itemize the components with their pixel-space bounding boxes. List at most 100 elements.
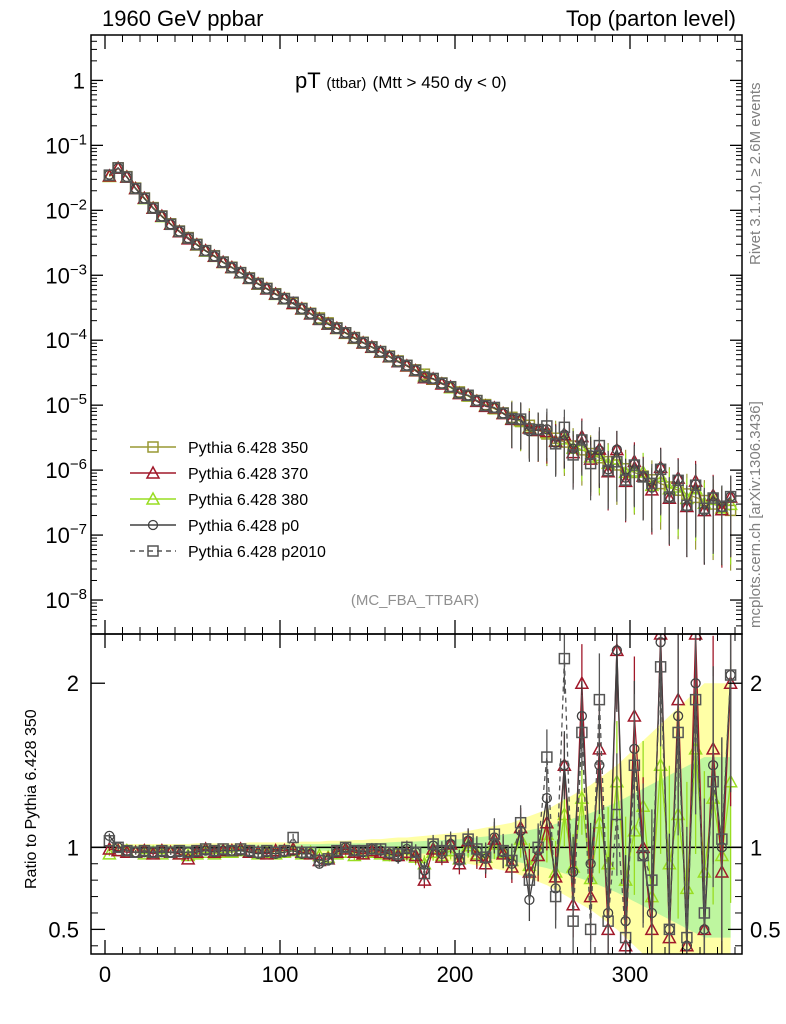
ratio-point (278, 844, 291, 857)
legend-marker-4 (147, 545, 159, 557)
main-point (611, 456, 623, 468)
ratio-point (156, 844, 168, 857)
main-point (138, 192, 151, 205)
ratio-point (164, 846, 177, 859)
y-tick-exponent: −2 (70, 196, 87, 213)
main-point (436, 377, 448, 390)
plot-title: pT (ttbar) (Mtt > 450 dy < 0) (295, 68, 507, 94)
main-point (156, 210, 168, 222)
main-point (584, 457, 597, 470)
y-tick-label: 10−4 (45, 326, 87, 353)
legend-marker-1 (145, 465, 161, 479)
legend-label-0: Pythia 6.428 350 (188, 440, 308, 457)
ratio-point (539, 815, 555, 829)
plot-title-cut: (Mtt > 450 dy < 0) (372, 73, 507, 92)
ratio-point (383, 846, 396, 859)
ratio-point (427, 838, 439, 850)
y-tick-exponent: −3 (70, 261, 87, 278)
ratio-point (444, 835, 457, 847)
y-tick-label: 10−8 (45, 586, 87, 613)
ratio-point (296, 846, 308, 859)
ratio-point (716, 833, 728, 845)
ratio-point (628, 759, 641, 772)
ratio-point (226, 844, 238, 857)
ratio-point (698, 907, 711, 919)
ratio-point (453, 853, 466, 865)
ratio-point (663, 923, 676, 936)
y-tick-exponent: −5 (70, 391, 87, 408)
ratio-point (558, 652, 571, 665)
main-point (523, 423, 536, 435)
main-point (724, 490, 737, 503)
ratio-point (471, 843, 483, 855)
main-point (506, 412, 518, 425)
ratio-point (462, 833, 474, 845)
ratio-point (180, 851, 196, 865)
ratio-point (707, 775, 719, 788)
main-point (593, 439, 606, 452)
ratio-point (602, 915, 614, 927)
ratio-point (619, 931, 632, 944)
ratio-point (217, 843, 229, 855)
main-point (689, 479, 702, 491)
ratio-point (191, 844, 203, 857)
ratio-y-tick-label: 2 (67, 671, 79, 696)
ratio-point (654, 661, 667, 673)
ratio-point (392, 848, 404, 860)
ratio-point (243, 844, 256, 857)
ratio-point (252, 846, 264, 859)
y-tick-label: 10−3 (45, 261, 87, 288)
ratio-point (129, 846, 142, 859)
ratio-frame (90, 633, 743, 955)
ratio-point (121, 844, 133, 857)
main-point (121, 171, 133, 183)
ratio-point (611, 645, 623, 656)
ratio-point (567, 866, 579, 878)
main-point (208, 250, 221, 262)
ratio-point (331, 844, 343, 857)
watermark: (MC_FBA_TTBAR) (351, 592, 479, 609)
x-tick-label: 100 (262, 962, 299, 987)
main-panel-data (102, 160, 738, 571)
ratio-point (488, 828, 501, 840)
energy-label: 1960 GeV ppbar (102, 6, 264, 31)
ratio-y-tick-label-right: 0.5 (750, 917, 781, 942)
legend-label-4: Pythia 6.428 p2010 (188, 544, 326, 561)
ratio-point (479, 851, 492, 863)
ratio-point (646, 874, 658, 886)
main-line-1 (108, 167, 732, 513)
main-point (716, 500, 728, 512)
main-line-4 (108, 166, 732, 510)
main-point (707, 492, 719, 504)
main-point (541, 420, 553, 432)
ratio-y-tick-label: 0.5 (48, 917, 79, 942)
main-point (698, 502, 711, 515)
main-point (409, 364, 422, 377)
main-point (147, 202, 159, 214)
plot-title-small: (ttbar) (326, 75, 367, 92)
main-point (322, 318, 334, 330)
ratio-point (287, 831, 299, 844)
ratio-panel-data (91, 634, 742, 954)
y-tick-label: 10−6 (45, 456, 87, 483)
y-tick-label: 10−2 (45, 196, 87, 223)
ratio-point (357, 844, 369, 857)
ratio-point (585, 858, 596, 869)
ratio-point (576, 726, 588, 739)
ratio-point (112, 841, 124, 854)
y-tick-label: 10−7 (45, 521, 87, 548)
main-line-3 (108, 167, 732, 513)
main-point (549, 438, 562, 450)
x-tick-label: 300 (612, 962, 649, 987)
ratio-point (532, 841, 544, 854)
ratio-point (339, 841, 352, 854)
main-point (628, 459, 641, 471)
main-point (129, 182, 142, 195)
ratio-point (269, 846, 282, 859)
ratio-point (417, 872, 432, 886)
ratio-point (611, 808, 623, 821)
x-tick-label: 0 (99, 962, 111, 987)
y-tick-label: 10−5 (45, 391, 87, 418)
legend-marker-3 (147, 519, 159, 531)
